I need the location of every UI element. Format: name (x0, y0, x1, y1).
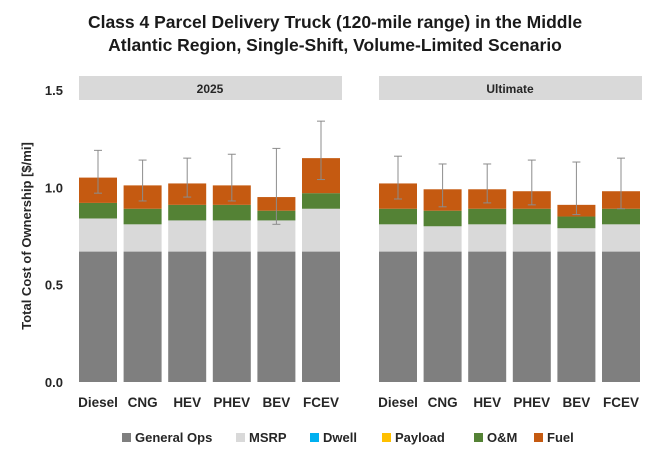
panel-label-ultimate: Ultimate (486, 82, 534, 96)
error-bars (94, 120, 625, 225)
bar-2025-cng-msrp (123, 224, 162, 252)
category-label-ultimate-hev: HEV (473, 395, 501, 410)
y-axis-ticks: 0.0 0.5 1.0 1.5 (45, 83, 63, 390)
bar-ultimate-hev-general-ops (468, 251, 507, 382)
category-label-2025-phev: PHEV (213, 395, 250, 410)
error-bar-ultimate-phev (527, 159, 536, 206)
category-label-2025-hev: HEV (173, 395, 201, 410)
bar-2025-fcev-general-ops (302, 251, 340, 382)
legend-swatch-dwell (310, 433, 319, 442)
bar-2025-bev-general-ops (257, 251, 296, 382)
category-label-2025-diesel: Diesel (78, 395, 118, 410)
legend-label-oandm: O&M (487, 430, 517, 445)
bar-ultimate-fcev-msrp (602, 224, 640, 252)
bar-2025-hev-general-ops (168, 251, 207, 382)
panel-header-2025-box (79, 76, 342, 100)
bar-2025-phev-oandm (212, 204, 251, 221)
legend-label-msrp: MSRP (249, 430, 287, 445)
bar-2025-fcev-oandm (302, 193, 340, 209)
error-bar-2025-bev (272, 147, 281, 225)
bar-2025-cng-oandm (123, 208, 162, 225)
chart-title-line-2: Atlantic Region, Single-Shift, Volume-Li… (108, 35, 562, 55)
bar-ultimate-hev-oandm (468, 208, 507, 225)
legend: General Ops MSRP Dwell Payload O&M Fuel (122, 430, 574, 445)
legend-swatch-fuel (534, 433, 543, 442)
category-label-2025-fcev: FCEV (303, 395, 339, 410)
error-bar-2025-hev (183, 157, 192, 198)
bar-ultimate-bev-oandm (557, 216, 596, 229)
error-bar-ultimate-hev (483, 163, 492, 204)
chart-title: Class 4 Parcel Delivery Truck (120-mile … (88, 12, 582, 55)
y-tick-label-0: 0.0 (45, 375, 63, 390)
bar-2025-phev-msrp (212, 220, 251, 252)
error-bar-ultimate-bev (572, 161, 581, 216)
bar-ultimate-diesel-oandm (379, 208, 417, 225)
panel-header-ultimate: Ultimate (379, 76, 642, 100)
legend-swatch-payload (382, 433, 391, 442)
legend-swatch-general-ops (122, 433, 131, 442)
panel-header-ultimate-box (379, 76, 642, 100)
bar-ultimate-bev-msrp (557, 228, 596, 252)
bar-ultimate-fcev-oandm (602, 208, 640, 225)
bar-2025-hev-oandm (168, 204, 207, 221)
error-bar-2025-cng (138, 159, 147, 202)
category-label-ultimate-fcev: FCEV (603, 395, 639, 410)
bar-ultimate-phev-oandm (512, 208, 551, 225)
bar-ultimate-phev-general-ops (512, 251, 551, 382)
legend-swatch-oandm (474, 433, 483, 442)
bar-ultimate-cng-msrp (423, 226, 462, 252)
error-bar-ultimate-diesel (394, 155, 402, 200)
panel-label-2025: 2025 (197, 82, 224, 96)
bar-2025-diesel-oandm (79, 202, 117, 219)
bar-ultimate-fcev-general-ops (602, 251, 640, 382)
error-bar-2025-diesel (94, 149, 102, 194)
category-label-ultimate-bev: BEV (563, 395, 591, 410)
bar-2025-cng-general-ops (123, 251, 162, 382)
category-label-ultimate-cng: CNG (428, 395, 458, 410)
bar-ultimate-hev-msrp (468, 224, 507, 252)
legend-label-general-ops: General Ops (135, 430, 212, 445)
bar-ultimate-bev-general-ops (557, 251, 596, 382)
bar-2025-diesel-msrp (79, 218, 117, 252)
category-label-ultimate-diesel: Diesel (378, 395, 418, 410)
bar-ultimate-cng-general-ops (423, 251, 462, 382)
y-tick-label-1: 0.5 (45, 278, 63, 293)
error-bar-2025-phev (227, 153, 236, 202)
legend-label-fuel: Fuel (547, 430, 574, 445)
error-bar-ultimate-fcev (617, 157, 625, 210)
bar-ultimate-cng-oandm (423, 210, 462, 227)
category-label-ultimate-phev: PHEV (513, 395, 550, 410)
chart-title-line-1: Class 4 Parcel Delivery Truck (120-mile … (88, 12, 582, 32)
bar-ultimate-diesel-general-ops (379, 251, 417, 382)
legend-label-dwell: Dwell (323, 430, 357, 445)
bar-2025-bev-msrp (257, 220, 296, 252)
bar-2025-fcev-msrp (302, 208, 340, 252)
bar-ultimate-phev-msrp (512, 224, 551, 252)
y-tick-label-2: 1.0 (45, 180, 63, 195)
bar-2025-diesel-general-ops (79, 251, 117, 382)
legend-swatch-msrp (236, 433, 245, 442)
error-bar-ultimate-cng (438, 163, 447, 208)
error-bar-2025-fcev (317, 120, 325, 181)
bar-2025-phev-general-ops (212, 251, 251, 382)
y-tick-label-3: 1.5 (45, 83, 63, 98)
y-axis-label: Total Cost of Ownership [$/mi] (19, 142, 34, 330)
category-label-2025-bev: BEV (263, 395, 291, 410)
bar-ultimate-diesel-msrp (379, 224, 417, 252)
category-label-2025-cng: CNG (128, 395, 158, 410)
bar-2025-hev-msrp (168, 220, 207, 252)
category-labels: Diesel CNG HEV PHEV BEV FCEV Diesel CNG HEV PHEV B… (78, 395, 639, 410)
panel-header-2025: 2025 (79, 76, 342, 100)
legend-label-payload: Payload (395, 430, 445, 445)
